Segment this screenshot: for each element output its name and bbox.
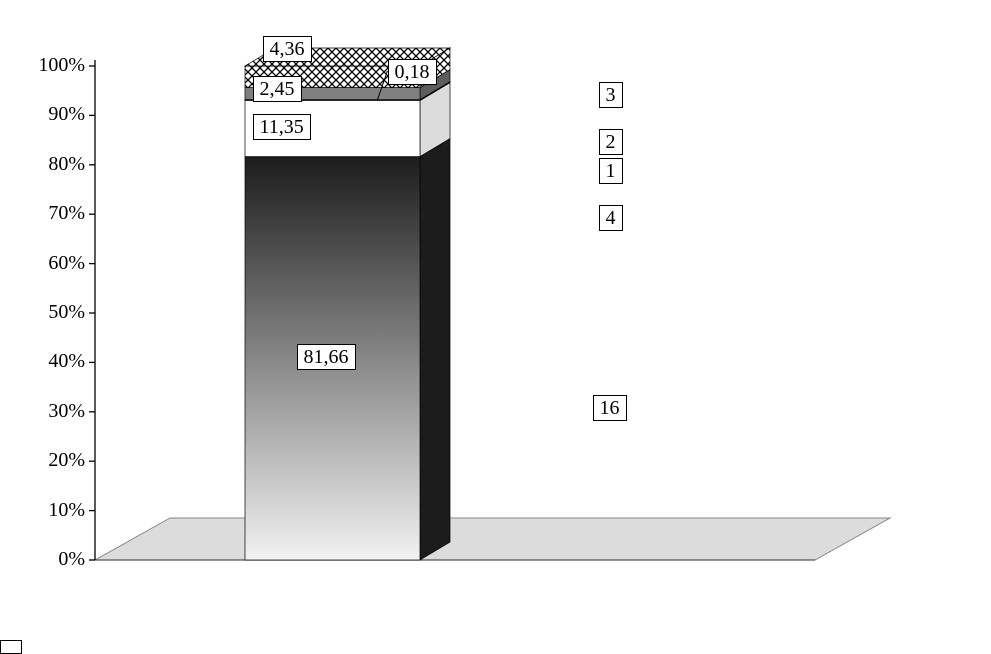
y-tick-label: 80% <box>25 153 85 176</box>
value-label: 0,18 <box>388 59 437 85</box>
chart-canvas <box>0 0 991 640</box>
value-label: 16 <box>593 395 627 421</box>
y-tick-label: 70% <box>25 202 85 225</box>
value-label: 4,36 <box>263 36 312 62</box>
value-label: 81,66 <box>297 344 356 370</box>
chart-root: 0% 10% 20% 30% 40% 50% 60% 70% 80% 90% 100% 81,66 1… <box>0 0 991 640</box>
value-label: 2,45 <box>253 76 302 102</box>
y-tick-label: 0% <box>25 548 85 571</box>
legend <box>0 640 22 654</box>
value-label: 2 <box>599 129 623 155</box>
y-tick-label: 30% <box>25 400 85 423</box>
y-tick-label: 100% <box>25 54 85 77</box>
y-tick-label: 60% <box>25 252 85 275</box>
y-tick-label: 10% <box>25 499 85 522</box>
value-label: 4 <box>599 205 623 231</box>
y-tick-label: 20% <box>25 449 85 472</box>
y-tick-label: 50% <box>25 301 85 324</box>
value-label: 11,35 <box>253 114 311 140</box>
value-label: 3 <box>599 82 623 108</box>
y-tick-label: 90% <box>25 103 85 126</box>
value-label: 1 <box>599 158 623 184</box>
y-tick-label: 40% <box>25 350 85 373</box>
